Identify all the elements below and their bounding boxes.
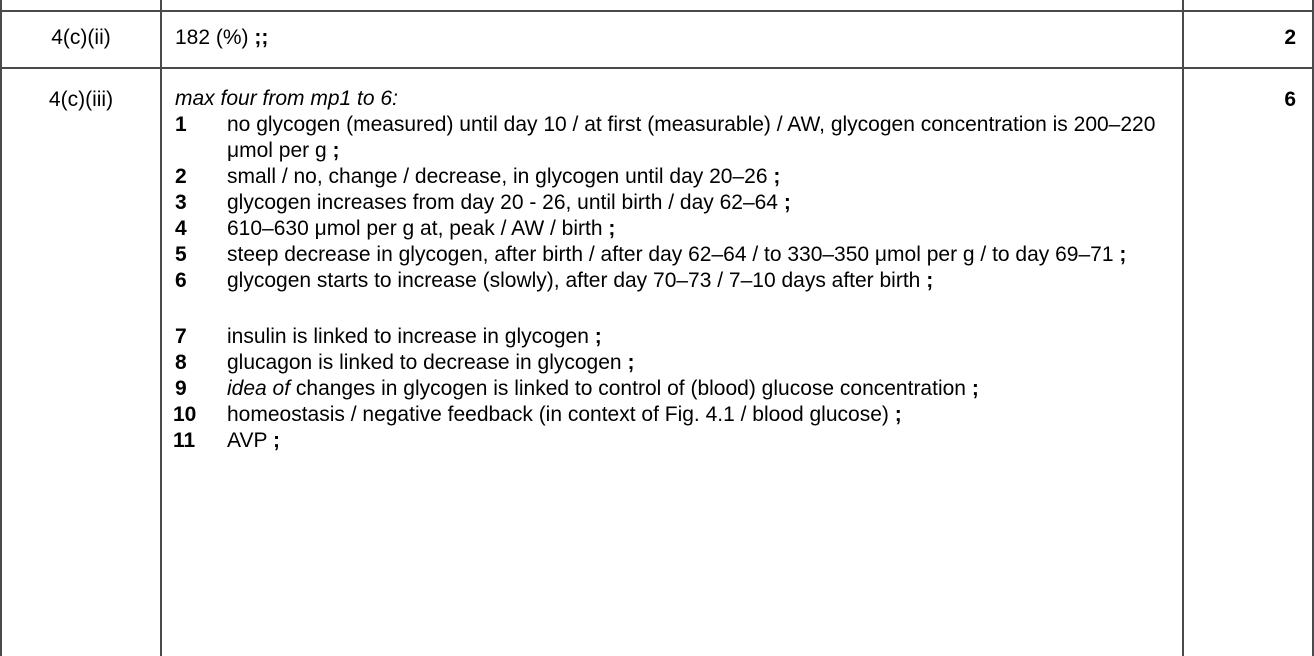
- mark-separator: ;: [627, 351, 635, 374]
- table-border-left: [0, 0, 2, 656]
- mark-separator: ;: [594, 325, 602, 348]
- marking-point-number: 6: [175, 269, 187, 292]
- marking-point: 9 idea of changes in glycogen is linked t…: [175, 376, 1165, 402]
- marking-point-text: AVP: [227, 429, 268, 452]
- mark-separator: ;: [608, 217, 616, 240]
- marking-point-text: homeostasis / negative feedback (in cont…: [227, 403, 889, 426]
- column-divider-question: [160, 0, 162, 656]
- marking-point: 2 small / no, change / decrease, in glyco…: [175, 164, 1165, 190]
- marking-point-text: steep decrease in glycogen, after birth …: [227, 243, 1114, 266]
- row-divider-middle: [0, 67, 1314, 69]
- marking-point-text: glycogen starts to increase (slowly), af…: [227, 269, 921, 292]
- mark-separator: ;: [783, 191, 791, 214]
- mark-separator: ;: [894, 403, 902, 426]
- marking-point-number: 11: [173, 429, 196, 452]
- marking-point: 8 glucagon is linked to decrease in glyco…: [175, 350, 1165, 376]
- marking-point-text: 610–630 μmol per g at, peak / AW / birth: [227, 217, 603, 240]
- mark-separator: ;: [1119, 243, 1127, 266]
- question-number: 4(c)(ii): [51, 26, 111, 49]
- marking-point-text: small / no, change / decrease, in glycog…: [227, 165, 768, 188]
- mark-separator: ;: [971, 377, 979, 400]
- answer-cell: max four from mp1 to 6: 1 no glycogen (me…: [173, 86, 1165, 454]
- marking-point-text: insulin is linked to increase in glycoge…: [227, 325, 589, 348]
- marking-point: 4 610–630 μmol per g at, peak / AW / birt…: [175, 216, 1165, 242]
- marking-point: 1 no glycogen (measured) until day 10 / a…: [175, 112, 1165, 164]
- marking-point-number: 8: [175, 351, 187, 374]
- spacer: [175, 294, 1165, 324]
- marking-point-number: 10: [173, 403, 197, 426]
- marking-point: 10 homeostasis / negative feedback (in co…: [173, 402, 1165, 428]
- mark-separator: ;: [773, 165, 781, 188]
- marking-point: 11 AVP ;: [173, 428, 1165, 454]
- marking-point-text: glycogen increases from day 20 - 26, unt…: [227, 191, 778, 214]
- marks-value: 2: [1284, 26, 1296, 49]
- mark-separator: ;: [332, 139, 340, 162]
- mark-separator: ;: [926, 269, 934, 292]
- marking-point: 7 insulin is linked to increase in glycog…: [175, 324, 1165, 350]
- table-border-right: [1312, 0, 1314, 656]
- marking-point-number: 4: [175, 217, 187, 240]
- question-number: 4(c)(iii): [48, 88, 114, 111]
- marking-point-number: 7: [175, 325, 187, 348]
- marking-points-list: 1 no glycogen (measured) until day 10 / a…: [173, 112, 1165, 454]
- marking-point-emphasis: idea of: [227, 377, 291, 400]
- marking-point-number: 5: [175, 243, 187, 266]
- answer-cell: 182 (%) ;;: [175, 24, 268, 51]
- marking-point: 3 glycogen increases from day 20 - 26, un…: [175, 190, 1165, 216]
- column-divider-marks: [1182, 0, 1184, 656]
- marking-point-number: 1: [175, 113, 187, 136]
- answer-intro: max four from mp1 to 6:: [175, 87, 398, 110]
- mark-separator: ;;: [254, 26, 269, 49]
- marking-point-number: 9: [175, 377, 187, 400]
- marking-point: 5 steep decrease in glycogen, after birth…: [175, 242, 1165, 268]
- marking-point: 6 glycogen starts to increase (slowly), a…: [175, 268, 1165, 294]
- marking-point-text: no glycogen (measured) until day 10 / at…: [227, 113, 1156, 162]
- marking-point-text: glucagon is linked to decrease in glycog…: [227, 351, 622, 374]
- answer-text: 182 (%): [175, 26, 249, 49]
- marking-point-number: 3: [175, 191, 187, 214]
- marking-point-number: 2: [175, 165, 187, 188]
- marking-point-text: changes in glycogen is linked to control…: [290, 377, 966, 400]
- marks-value: 6: [1284, 88, 1296, 111]
- mark-separator: ;: [272, 429, 280, 452]
- row-divider-top: [0, 10, 1314, 12]
